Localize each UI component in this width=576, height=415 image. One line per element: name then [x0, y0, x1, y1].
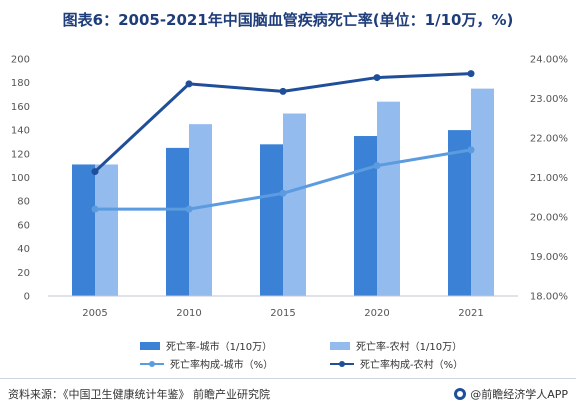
x-axis-tick-1: 2010	[176, 308, 201, 319]
legend-label-bar-rural: 死亡率-农村（1/10万）	[356, 342, 463, 353]
bar-city-2020	[354, 136, 377, 296]
legend-label-line-rural: 死亡率构成-农村（%）	[360, 360, 464, 371]
bar-city-2015	[260, 144, 283, 296]
right-axis-tick-4: 22.00%	[530, 134, 568, 145]
legend-swatch-bar-city	[140, 341, 160, 350]
source-note: 资料来源：《中国卫生健康统计年鉴》 前瞻产业研究院	[8, 388, 270, 401]
x-axis-tick-0: 2005	[82, 308, 107, 319]
left-axis-tick-6: 120	[11, 149, 30, 160]
left-axis-tick-9: 180	[11, 78, 30, 89]
brand-credit: @前瞻经济学人APP	[454, 386, 568, 402]
point-rural-2010	[185, 80, 193, 88]
right-axis: 18.00% 19.00% 20.00% 21.00% 22.00% 23.00% 24.0…	[530, 55, 568, 303]
legend-item-bar-rural: 死亡率-农村（1/10万）	[330, 338, 462, 353]
chart-canvas: 0 20 40 60 80 100 120 140 160 180 200 18.00% 19.00%…	[11, 55, 568, 320]
legend-item-line-city: 死亡率构成-城市（%）	[140, 356, 273, 371]
footer-divider	[0, 378, 576, 379]
legend-swatch-line-rural	[330, 360, 354, 368]
point-rural-2005	[91, 168, 99, 176]
point-city-2005	[91, 205, 99, 213]
bar-city-2005	[72, 164, 95, 296]
point-rural-2015	[279, 87, 287, 95]
left-axis-tick-3: 60	[17, 220, 30, 231]
bar-rural-2015	[283, 113, 306, 296]
left-axis-tick-10: 200	[11, 55, 30, 66]
legend-item-bar-city: 死亡率-城市（1/10万）	[140, 338, 272, 353]
legend-label-line-city: 死亡率构成-城市（%）	[170, 360, 274, 371]
point-city-2015	[279, 189, 287, 197]
left-axis-tick-8: 160	[11, 102, 30, 113]
legend-label-bar-city: 死亡率-城市（1/10万）	[166, 342, 273, 353]
point-rural-2020	[373, 74, 381, 82]
x-axis-tick-4: 2021	[458, 308, 483, 319]
legend-swatch-line-city	[140, 360, 164, 368]
bar-city-2021	[448, 130, 471, 296]
right-axis-tick-6: 24.00%	[530, 55, 568, 66]
point-city-2010	[185, 205, 193, 213]
left-axis-tick-1: 20	[17, 268, 30, 279]
left-axis-tick-4: 80	[17, 197, 30, 208]
x-axis-tick-2: 2015	[270, 308, 295, 319]
left-axis-tick-2: 40	[17, 244, 30, 255]
left-axis-tick-0: 0	[24, 292, 30, 303]
point-city-2020	[373, 162, 381, 170]
right-axis-tick-2: 20.00%	[530, 213, 568, 224]
bar-rural-2021	[471, 88, 494, 296]
left-axis-tick-5: 100	[11, 173, 30, 184]
right-axis-tick-0: 18.00%	[530, 292, 568, 303]
x-axis-ticks: 2005 2010 2015 2020 2021	[82, 308, 483, 319]
right-axis-tick-3: 21.00%	[530, 173, 568, 184]
brand-logo-icon	[454, 388, 467, 400]
x-axis-tick-3: 2020	[364, 308, 389, 319]
chart-title: 图表6：2005-2021年中国脑血管疾病死亡率(单位：1/10万，%)	[62, 11, 514, 29]
left-axis: 0 20 40 60 80 100 120 140 160 180 200	[11, 55, 30, 303]
point-city-2021	[467, 146, 475, 154]
bars	[72, 88, 494, 296]
bar-rural-2005	[95, 164, 118, 296]
left-axis-tick-7: 140	[11, 126, 30, 137]
bar-city-2010	[166, 147, 189, 296]
bar-rural-2020	[377, 101, 400, 296]
point-rural-2021	[467, 70, 475, 78]
legend-swatch-bar-rural	[330, 341, 350, 350]
right-axis-tick-1: 19.00%	[530, 252, 568, 263]
bar-rural-2010	[189, 124, 212, 296]
brand-text: @前瞻经济学人APP	[470, 388, 568, 401]
right-axis-tick-5: 23.00%	[530, 94, 568, 105]
legend-item-line-rural: 死亡率构成-农村（%）	[330, 356, 463, 371]
lines	[91, 70, 475, 213]
